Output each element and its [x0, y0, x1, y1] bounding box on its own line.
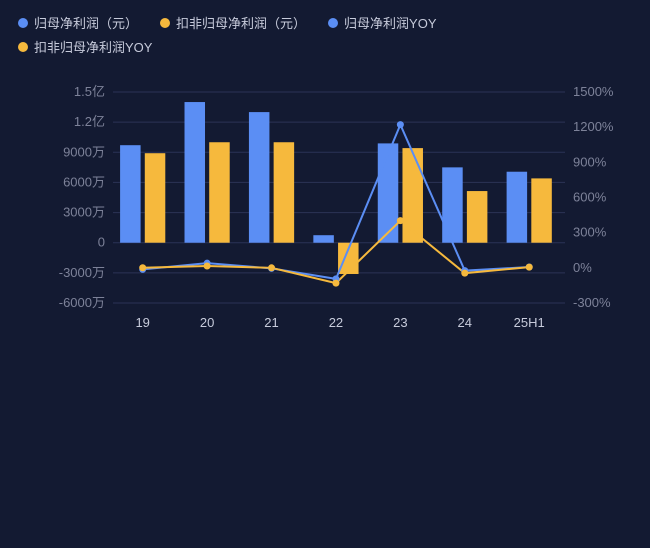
- svg-text:0%: 0%: [573, 260, 592, 275]
- svg-text:1.2亿: 1.2亿: [74, 114, 105, 129]
- svg-text:21: 21: [264, 315, 278, 330]
- svg-text:6000万: 6000万: [63, 174, 105, 189]
- svg-text:22: 22: [329, 315, 343, 330]
- svg-text:0: 0: [98, 235, 105, 250]
- svg-text:300%: 300%: [573, 225, 607, 240]
- svg-text:-300%: -300%: [573, 295, 611, 310]
- svg-text:9000万: 9000万: [63, 144, 105, 159]
- svg-text:24: 24: [458, 315, 472, 330]
- svg-text:600%: 600%: [573, 190, 607, 205]
- svg-text:1.5亿: 1.5亿: [74, 84, 105, 99]
- svg-text:1500%: 1500%: [573, 84, 614, 99]
- svg-text:900%: 900%: [573, 154, 607, 169]
- svg-text:20: 20: [200, 315, 214, 330]
- svg-text:25H1: 25H1: [514, 315, 545, 330]
- svg-text:23: 23: [393, 315, 407, 330]
- svg-text:3000万: 3000万: [63, 205, 105, 220]
- svg-text:1200%: 1200%: [573, 119, 614, 134]
- svg-text:-6000万: -6000万: [59, 295, 105, 310]
- svg-text:-3000万: -3000万: [59, 265, 105, 280]
- svg-text:19: 19: [135, 315, 149, 330]
